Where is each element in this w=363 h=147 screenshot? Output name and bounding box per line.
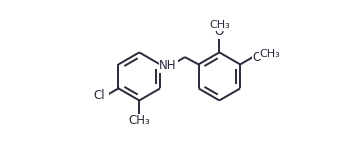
Text: CH₃: CH₃ xyxy=(260,49,280,59)
Text: NH: NH xyxy=(159,59,177,72)
Text: O: O xyxy=(215,25,224,39)
Text: CH₃: CH₃ xyxy=(129,114,150,127)
Text: O: O xyxy=(252,51,262,64)
Text: CH₃: CH₃ xyxy=(209,20,230,30)
Text: Cl: Cl xyxy=(94,89,105,102)
